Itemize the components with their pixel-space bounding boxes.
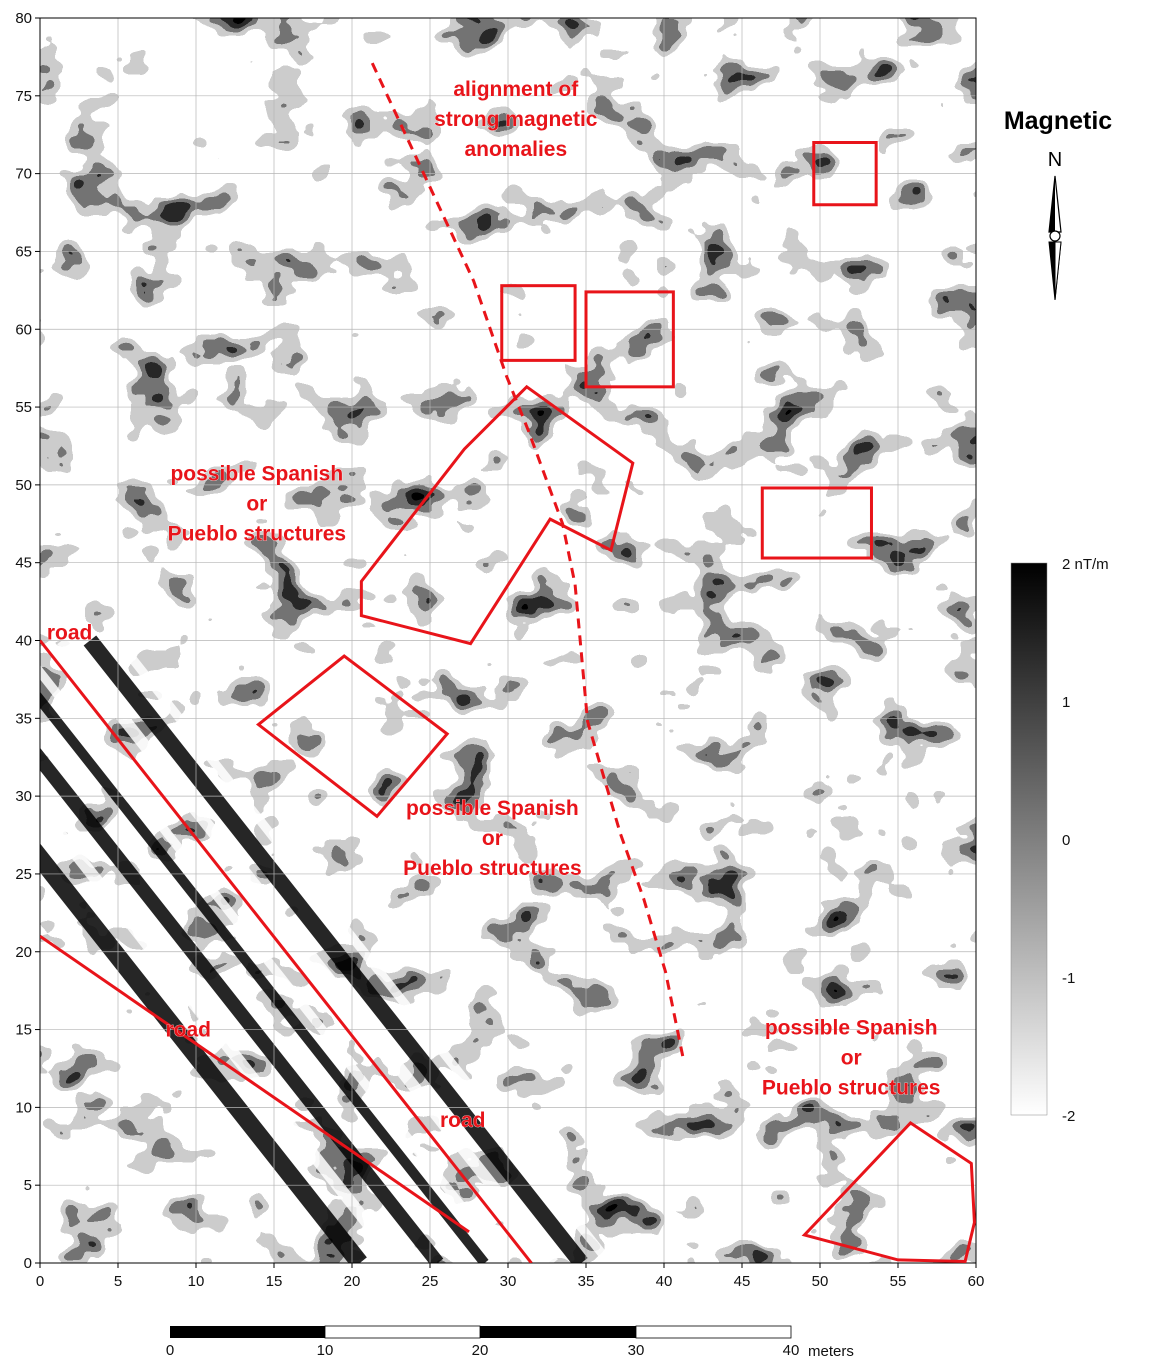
x-tick-label: 45 [734, 1273, 751, 1290]
color-scale-label-1: 1 [1062, 694, 1070, 711]
x-tick-label: 5 [114, 1273, 122, 1290]
y-tick-label: 15 [15, 1022, 32, 1039]
y-tick-label: 10 [15, 1099, 32, 1116]
y-tick-label: 45 [15, 555, 32, 572]
annotation-alignment-line-1: strong magnetic [434, 108, 598, 131]
structure-box [812, 141, 878, 207]
annotation-spanish-lower-line-2: Pueblo structures [762, 1077, 941, 1100]
x-tick-label: 40 [656, 1273, 673, 1290]
scale-bar-label-30: 30 [628, 1342, 645, 1359]
x-tick-label: 60 [968, 1273, 985, 1290]
y-tick-label: 55 [15, 399, 32, 416]
y-tick-label: 35 [15, 710, 32, 727]
structure-box [760, 486, 873, 560]
x-tick-label: 25 [422, 1273, 439, 1290]
structure-polygon [801, 1120, 976, 1263]
scale-bar-label-40: 40 [783, 1342, 800, 1359]
color-scale-label-min: -2 [1062, 1108, 1075, 1125]
scale-bar-label-20: 20 [472, 1342, 489, 1359]
annotation-alignment-line-2: anomalies [464, 138, 567, 161]
annotation-spanish-middle-line-2: Pueblo structures [403, 857, 582, 880]
x-tick-label: 20 [344, 1273, 361, 1290]
y-tick-label: 80 [15, 10, 32, 27]
structure-polygon [359, 384, 635, 646]
color-scale-label-max: 2 nT/m [1062, 556, 1109, 573]
annotation-spanish-upper-line-1: or [246, 493, 267, 516]
x-tick-label: 10 [188, 1273, 205, 1290]
annotation-road-3-line-0: road [440, 1109, 486, 1132]
anomaly-alignment-line [370, 62, 685, 1057]
y-tick-label: 75 [15, 88, 32, 105]
y-tick-label: 65 [15, 243, 32, 260]
annotation-spanish-lower-line-1: or [841, 1047, 862, 1070]
axis-ticks [35, 17, 977, 1268]
y-tick-label: 30 [15, 788, 32, 805]
x-tick-label: 55 [890, 1273, 907, 1290]
scale-bar-unit: meters [808, 1343, 854, 1360]
north-arrow: N [1048, 149, 1062, 301]
color-scale-label-neg1: -1 [1062, 970, 1075, 987]
x-tick-label: 35 [578, 1273, 595, 1290]
interpretation-overlays [40, 62, 976, 1263]
annotation-road-2-line-0: road [165, 1019, 211, 1042]
annotation-spanish-middle-line-1: or [482, 827, 503, 850]
y-tick-label: 70 [15, 166, 32, 183]
road-line [40, 934, 470, 1234]
annotation-spanish-upper-line-0: possible Spanish [170, 463, 343, 486]
x-axis-tick-labels: 0 5 10 15 20 25 30 35 40 45 50 55 60 [36, 1273, 985, 1290]
annotation-spanish-lower-line-0: possible Spanish [765, 1017, 938, 1040]
y-tick-label: 25 [15, 866, 32, 883]
structure-box [584, 290, 675, 389]
x-tick-label: 0 [36, 1273, 44, 1290]
color-scale-label-0: 0 [1062, 832, 1070, 849]
y-tick-label: 0 [24, 1255, 32, 1272]
y-tick-label: 60 [15, 321, 32, 338]
scale-bar: 0 10 20 30 40 meters [166, 1325, 854, 1360]
survey-plot-area [39, 17, 977, 1264]
annotation-road-1-line-0: road [47, 622, 93, 645]
x-tick-label: 50 [812, 1273, 829, 1290]
y-axis-tick-labels: 0 5 10 15 20 25 30 35 40 45 50 55 60 65 70 75 80 [15, 10, 32, 1272]
x-tick-label: 30 [500, 1273, 517, 1290]
annotation-spanish-upper-line-2: Pueblo structures [168, 523, 347, 546]
legend-title: Magnetic [1004, 107, 1112, 135]
y-tick-label: 5 [24, 1177, 32, 1194]
scale-bar-label-10: 10 [317, 1342, 334, 1359]
structure-polygon [255, 654, 450, 819]
y-tick-label: 50 [15, 477, 32, 494]
map-annotations: alignment of strong magnetic anomalies poss… [47, 78, 941, 1132]
road-line [40, 639, 533, 1263]
color-scale-legend: 2 nT/m 1 0 -1 -2 [1010, 556, 1109, 1125]
annotation-spanish-middle-line-0: possible Spanish [406, 797, 579, 820]
scale-bar-label-0: 0 [166, 1342, 174, 1359]
annotation-alignment-line-0: alignment of [453, 78, 579, 101]
x-tick-label: 15 [266, 1273, 283, 1290]
y-tick-label: 40 [15, 633, 32, 650]
color-scale-bar [1010, 562, 1048, 1116]
y-tick-label: 20 [15, 944, 32, 961]
north-arrow-label: N [1048, 149, 1062, 171]
structure-box [500, 284, 577, 362]
